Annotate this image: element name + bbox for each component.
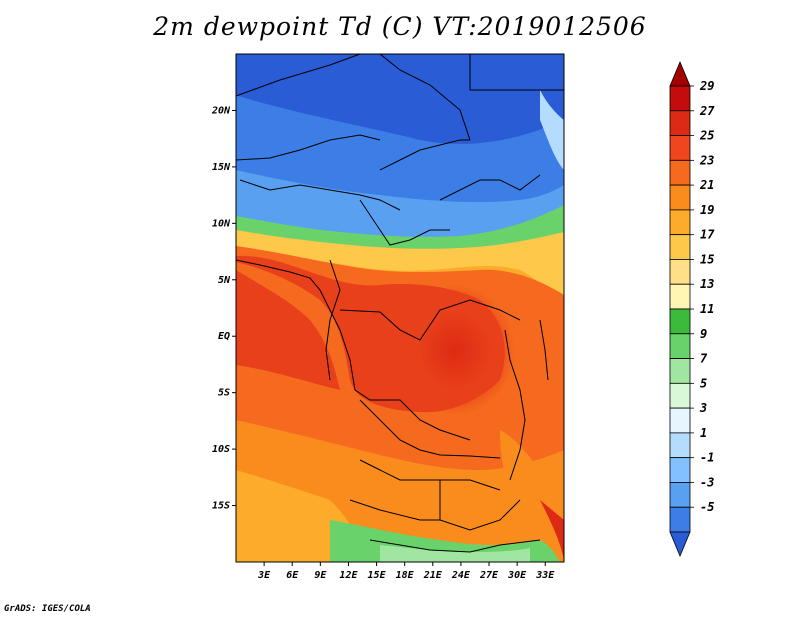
colorbar-segment [669, 234, 691, 260]
colorbar-segment [669, 506, 691, 533]
colorbar-label: -3 [700, 475, 714, 489]
y-tick-label: 10N [212, 218, 231, 229]
colorbar-segment [669, 159, 691, 186]
colorbar-segment [669, 259, 691, 285]
colorbar-label: -5 [700, 500, 714, 514]
colorbar-bottom-arrow [669, 531, 691, 558]
map-frame [235, 53, 565, 563]
x-tick-label: 30E [507, 570, 527, 581]
colorbar-segment [669, 283, 691, 310]
footer-credit: GrADS: IGES/COLA [4, 604, 91, 614]
colorbar-label: 19 [700, 203, 714, 217]
colorbar: 29 27 25 23 21 19 17 15 13 11 9 7 5 3 1 -1 -3 -5 [669, 60, 715, 558]
y-tick-label: 15S [212, 501, 230, 512]
colorbar-segment [669, 432, 691, 459]
colorbar-segment [669, 457, 691, 483]
colorbar-label: 9 [700, 327, 707, 341]
colorbar-label: 13 [700, 277, 714, 291]
y-tick-label: 15N [212, 162, 231, 173]
colorbar-label: 25 [699, 129, 714, 143]
colorbar-segment [669, 110, 691, 136]
x-axis: 3E 6E 9E 12E 15E 18E 21E 24E 27E 30E 33E [257, 562, 555, 581]
colorbar-segment [669, 85, 691, 112]
y-tick-label: 5S [218, 388, 230, 399]
colorbar-segment [669, 333, 691, 359]
colorbar-segment [669, 407, 691, 434]
x-tick-label: 3E [257, 570, 271, 581]
colorbar-segment [669, 184, 691, 211]
colorbar-label: 23 [699, 153, 714, 167]
dewpoint-field [236, 54, 564, 562]
y-tick-label: EQ [218, 331, 230, 342]
colorbar-label: 11 [700, 302, 714, 316]
x-tick-label: 18E [396, 570, 415, 581]
x-tick-label: 27E [479, 570, 499, 581]
x-tick-label: 33E [535, 570, 555, 581]
x-tick-label: 12E [339, 570, 358, 581]
colorbar-label: 17 [700, 228, 715, 242]
y-tick-label: 10S [212, 444, 230, 455]
x-tick-label: 15E [368, 570, 387, 581]
x-tick-label: 24E [451, 570, 471, 581]
colorbar-label: 29 [699, 79, 714, 93]
colorbar-segment [669, 382, 691, 409]
y-tick-label: 20N [211, 105, 231, 116]
x-tick-label: 21E [423, 570, 443, 581]
colorbar-label: 1 [700, 426, 707, 440]
colorbar-label: -1 [700, 451, 714, 465]
y-axis: 20N 15N 10N 5N EQ 5S 10S 15S [211, 105, 236, 512]
colorbar-label: 27 [699, 104, 715, 118]
colorbar-segment [669, 482, 691, 508]
colorbar-segment [669, 358, 691, 384]
colorbar-label: 21 [699, 178, 714, 192]
chart-title: 2m dewpoint Td (C) VT:2019012506 [153, 12, 647, 41]
colorbar-segment [669, 135, 691, 161]
colorbar-segment [669, 308, 691, 335]
x-tick-label: 6E [286, 570, 299, 581]
colorbar-label: 3 [699, 401, 707, 415]
colorbar-label: 5 [700, 376, 707, 390]
x-tick-label: 9E [314, 570, 327, 581]
colorbar-label: 15 [700, 252, 714, 266]
colorbar-segment [669, 209, 691, 236]
country-borders [236, 54, 564, 553]
y-tick-label: 5N [218, 275, 231, 286]
colorbar-label: 7 [700, 352, 708, 366]
colorbar-top-arrow [669, 60, 691, 87]
